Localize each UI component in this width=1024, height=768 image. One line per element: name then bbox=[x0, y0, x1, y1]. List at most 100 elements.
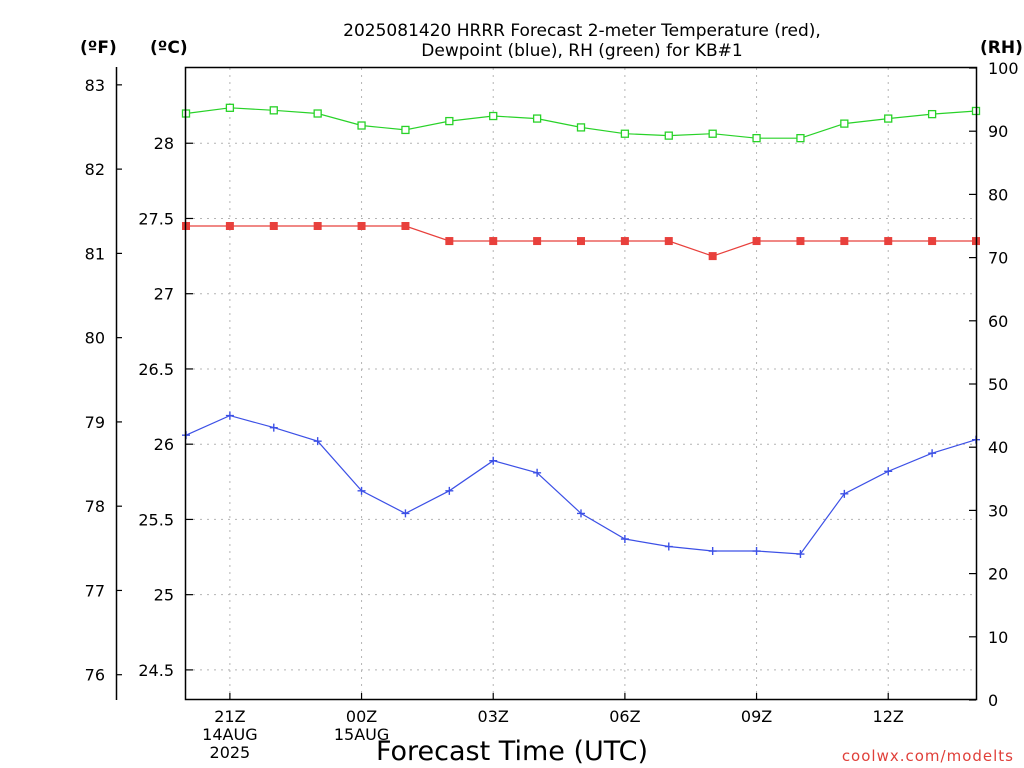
temperature-point bbox=[577, 237, 585, 246]
temperature-point bbox=[620, 237, 629, 246]
rh-tick-label: 10 bbox=[988, 628, 1008, 647]
plot-frame bbox=[184, 66, 978, 701]
rh-point bbox=[884, 114, 893, 123]
axes: 24.5 25 25.5 26 26.5 27 27.5 28 76 77 78 79 80 81 82 83… bbox=[85, 59, 1019, 762]
celsius-tick-label: 24.5 bbox=[138, 661, 174, 680]
temperature-point bbox=[533, 237, 542, 246]
time-tick-label: 06Z bbox=[609, 707, 640, 726]
dewpoint-point bbox=[796, 550, 805, 559]
time-tick-label: 14AUG bbox=[202, 725, 257, 744]
rh-point bbox=[752, 134, 761, 143]
rh-point bbox=[445, 116, 454, 126]
temperature-point bbox=[752, 237, 761, 246]
dewpoint-point bbox=[357, 486, 366, 495]
rh-tick-label: 40 bbox=[988, 438, 1008, 457]
rh-tick-label: 80 bbox=[988, 185, 1008, 204]
time-tick-label: 00Z bbox=[346, 707, 377, 726]
rh-tick-label: 30 bbox=[988, 501, 1008, 520]
dewpoint-point bbox=[577, 509, 585, 518]
rh-point bbox=[796, 134, 805, 143]
rh-tick-label: 0 bbox=[988, 691, 998, 710]
dewpoint-point bbox=[401, 509, 410, 518]
time-tick-label: 09Z bbox=[741, 707, 772, 726]
rh-unit-label: (RH) bbox=[980, 38, 1023, 58]
rh-line bbox=[185, 107, 977, 139]
dewpoint-point bbox=[840, 489, 849, 498]
rh-point bbox=[269, 106, 278, 115]
rh-point bbox=[664, 131, 673, 140]
temperature-point bbox=[840, 237, 849, 246]
temperature-point bbox=[357, 222, 366, 230]
grid-lines bbox=[186, 68, 976, 700]
fahrenheit-tick-label: 79 bbox=[85, 413, 105, 432]
rh-tick-label: 100 bbox=[988, 59, 1019, 78]
rh-point bbox=[840, 119, 849, 128]
celsius-tick-label: 25 bbox=[154, 586, 174, 605]
rh-point bbox=[927, 109, 937, 119]
dewpoint-point bbox=[664, 542, 673, 551]
celsius-tick-label: 27.5 bbox=[138, 209, 174, 228]
fahrenheit-tick-label: 82 bbox=[85, 160, 105, 179]
fahrenheit-unit-label: (ºF) bbox=[80, 38, 117, 58]
dewpoint-point bbox=[620, 534, 629, 543]
data-series bbox=[181, 103, 981, 559]
rh-point bbox=[489, 111, 498, 121]
rh-tick-label: 50 bbox=[988, 375, 1008, 394]
time-tick-label: 12Z bbox=[873, 707, 904, 726]
fahrenheit-tick-label: 78 bbox=[85, 497, 105, 516]
celsius-tick-label: 26 bbox=[154, 435, 174, 454]
fahrenheit-tick-label: 80 bbox=[85, 329, 105, 348]
temperature-point bbox=[796, 237, 805, 246]
rh-point bbox=[313, 109, 322, 118]
celsius-tick-label: 25.5 bbox=[138, 510, 174, 529]
dewpoint-point bbox=[708, 547, 717, 556]
celsius-unit-label: (ºC) bbox=[150, 38, 188, 58]
fahrenheit-tick-label: 81 bbox=[85, 244, 105, 263]
celsius-tick-label: 27 bbox=[154, 285, 174, 304]
dewpoint-point bbox=[269, 423, 278, 432]
rh-point bbox=[532, 114, 542, 123]
dewpoint-point bbox=[445, 486, 454, 495]
temperature-point bbox=[489, 237, 498, 246]
celsius-tick-label: 26.5 bbox=[138, 360, 174, 379]
dewpoint-point bbox=[752, 547, 761, 556]
time-tick-label: 03Z bbox=[478, 707, 509, 726]
dewpoint-point bbox=[928, 449, 937, 458]
time-tick-label: 15AUG bbox=[334, 725, 389, 744]
rh-point bbox=[401, 125, 410, 135]
dewpoint-point bbox=[489, 456, 498, 465]
chart-title-line-1: 2025081420 HRRR Forecast 2-meter Tempera… bbox=[343, 21, 821, 41]
dewpoint-line bbox=[185, 414, 977, 555]
temperature-point bbox=[708, 252, 717, 261]
dewpoint-point bbox=[225, 411, 234, 420]
temperature-point bbox=[313, 222, 322, 230]
temperature-point bbox=[928, 237, 937, 246]
x-axis-label: Forecast Time (UTC) bbox=[376, 736, 648, 767]
rh-tick-label: 70 bbox=[988, 249, 1008, 268]
rh-point bbox=[357, 121, 366, 130]
time-tick-label: 2025 bbox=[210, 743, 251, 762]
rh-point bbox=[708, 129, 717, 138]
dewpoint-point bbox=[884, 467, 893, 476]
chart-title-line-2: Dewpoint (blue), RH (green) for KB#1 bbox=[421, 41, 742, 61]
celsius-tick-label: 28 bbox=[154, 134, 174, 153]
rh-tick-label: 90 bbox=[988, 122, 1008, 141]
fahrenheit-tick-label: 77 bbox=[85, 581, 105, 600]
dewpoint-point bbox=[313, 437, 322, 446]
temperature-point bbox=[225, 222, 234, 230]
rh-tick-label: 20 bbox=[988, 565, 1008, 584]
fahrenheit-tick-label: 76 bbox=[85, 666, 105, 685]
rh-point bbox=[225, 103, 235, 112]
temperature-point bbox=[269, 222, 278, 230]
dewpoint-point bbox=[533, 468, 542, 477]
credit-text: coolwx.com/modelts bbox=[842, 747, 1014, 765]
temperature-point bbox=[884, 237, 893, 246]
temperature-point bbox=[401, 222, 410, 230]
fahrenheit-tick-label: 83 bbox=[85, 76, 105, 95]
rh-tick-label: 60 bbox=[988, 312, 1008, 331]
time-tick-label: 21Z bbox=[214, 707, 245, 726]
temperature-point bbox=[445, 237, 454, 246]
rh-point bbox=[576, 123, 586, 132]
temperature-point bbox=[664, 237, 673, 246]
